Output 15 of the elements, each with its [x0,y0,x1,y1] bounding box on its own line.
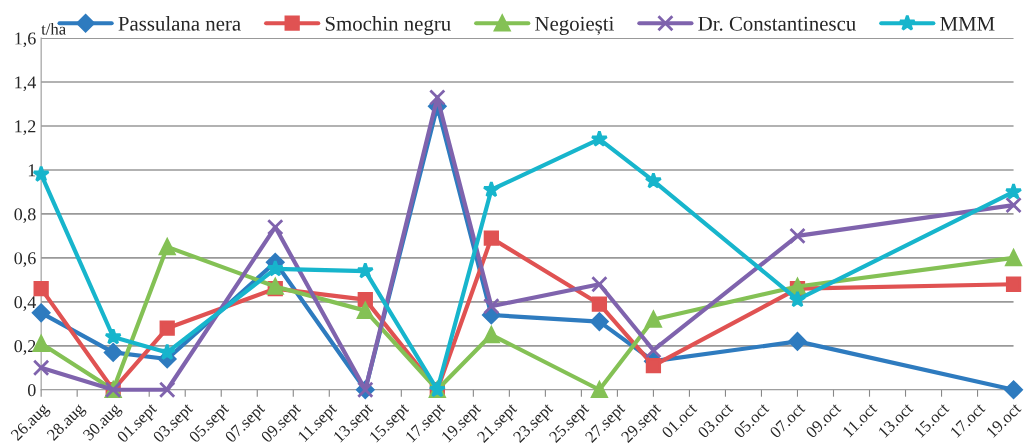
y-tick-label: 0,6 [14,252,36,267]
y-tick-label: 0,8 [14,208,36,223]
legend-label: Dr. Constantinescu [698,16,856,31]
legend-label: Passulana nera [118,16,241,31]
y-tick-label: 0 [27,384,36,397]
y-tick-label: 0,2 [14,340,36,355]
y-tick-label: 1,4 [15,76,37,92]
legend-label: Smochin negru [325,16,451,36]
y-tick-label: 0,4 [14,296,37,311]
y-axis-title: t/ha [41,22,66,35]
y-tick-label: 1,2 [15,120,36,136]
legend-label: MMM [940,16,995,31]
legend-label: Negoiești [535,16,614,36]
y-tick-label: 1 [28,164,36,177]
y-tick-label: 1,6 [15,32,36,48]
